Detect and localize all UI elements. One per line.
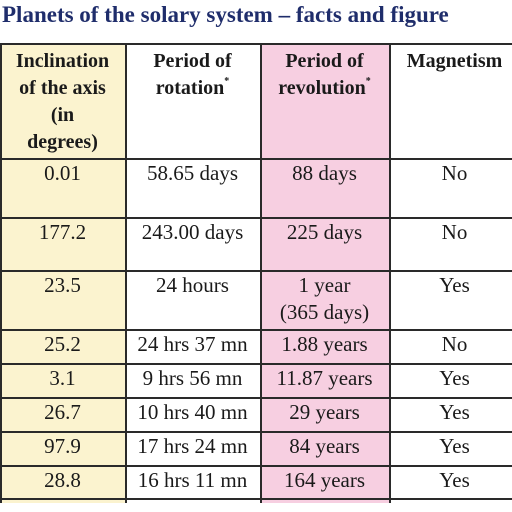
cell-axis: 25.2 — [44, 332, 81, 356]
cell-magnetism: Yes — [439, 273, 470, 297]
row-rule — [0, 465, 512, 467]
row-rule — [0, 363, 512, 365]
column-rule — [389, 43, 391, 503]
cell-revolution: 29 years — [289, 400, 360, 424]
axis-column-band — [0, 43, 125, 503]
cell-axis: 3.1 — [49, 366, 76, 390]
column-rule — [125, 43, 127, 503]
cell-rotation: 24 hours — [156, 273, 229, 297]
table-top-rule — [0, 43, 512, 45]
cell-revolution: 1 year (365 days) — [279, 273, 370, 324]
cell-revolution: 164 years — [283, 468, 366, 492]
cell-rotation: 10 hrs 40 mn — [137, 400, 248, 424]
row-rule — [0, 431, 512, 433]
column-rule — [260, 43, 262, 503]
cell-axis: 97.9 — [44, 434, 81, 458]
row-rule — [0, 329, 512, 331]
cell-rotation: 9 hrs 56 mn — [142, 366, 243, 390]
cell-axis: 28.8 — [44, 468, 81, 492]
cell-rotation: 243.00 days — [141, 220, 244, 244]
cell-rotation: 24 hrs 37 mn — [137, 332, 248, 356]
cell-magnetism: Yes — [439, 400, 470, 424]
cell-magnetism: Yes — [439, 366, 470, 390]
header-magnetism: Magnetism — [406, 50, 503, 72]
cell-axis: 177.2 — [38, 220, 87, 244]
cell-rotation: 58.65 days — [147, 161, 238, 185]
page-title: Planets of the solary system – facts and… — [2, 2, 449, 27]
cell-magnetism: No — [441, 161, 468, 185]
planet-facts-table: Inclination of the axis (in degrees) Per… — [0, 43, 512, 503]
cell-axis: 0.01 — [44, 161, 81, 185]
cell-axis: 26.7 — [44, 400, 81, 424]
cell-revolution: 11.87 years — [276, 366, 373, 390]
row-rule — [0, 217, 512, 219]
row-rule — [0, 498, 512, 500]
cell-revolution: 225 days — [286, 220, 363, 244]
cell-axis: 23.5 — [44, 273, 81, 297]
row-rule — [0, 270, 512, 272]
cell-revolution: 1.88 years — [281, 332, 368, 356]
header-rule — [0, 158, 512, 160]
cell-rotation: 17 hrs 24 mn — [137, 434, 248, 458]
cell-revolution: 84 years — [289, 434, 360, 458]
cell-revolution: 88 days — [292, 161, 357, 185]
cell-magnetism: Yes — [439, 434, 470, 458]
row-rule — [0, 397, 512, 399]
cell-magnetism: No — [441, 220, 468, 244]
column-rule — [0, 43, 2, 503]
cell-magnetism: Yes — [439, 468, 470, 492]
cell-magnetism: No — [441, 332, 468, 356]
cell-rotation: 16 hrs 11 mn — [137, 468, 248, 492]
header-revolution: Period of revolution* — [278, 50, 371, 99]
revolution-column-band — [260, 43, 389, 503]
header-rotation: Period of rotation* — [153, 50, 232, 99]
header-axis: Inclination of the axis (in degrees) — [15, 50, 110, 153]
